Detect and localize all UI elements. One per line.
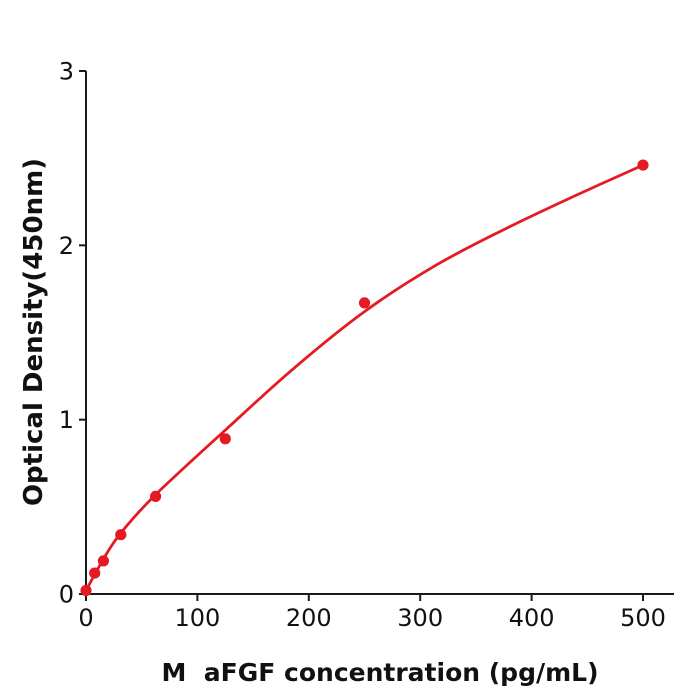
x-tick-label: 500 — [620, 604, 666, 632]
data-point — [219, 433, 231, 445]
x-tick-label: 400 — [509, 604, 555, 632]
axis-spines — [85, 71, 674, 595]
x-tick-label: 100 — [174, 604, 220, 632]
data-point — [97, 555, 109, 567]
x-tick-label: 300 — [397, 604, 443, 632]
data-point — [80, 584, 92, 597]
y-tick-label: 1 — [59, 406, 74, 434]
x-axis-title: M aFGF concentration (pg/mL) — [162, 658, 599, 687]
fit-curve-line — [84, 163, 645, 592]
y-tick-label: 3 — [59, 58, 74, 86]
data-point-markers — [80, 159, 649, 597]
x-axis-ticks: 0 100 200 300 400 500 — [78, 594, 666, 632]
data-point — [358, 297, 371, 309]
y-axis-title: Optical Density(450nm) — [19, 158, 49, 506]
data-point — [115, 529, 127, 541]
y-tick-label: 0 — [59, 581, 74, 609]
y-tick-label: 2 — [59, 232, 74, 260]
data-point — [637, 159, 649, 171]
data-point — [89, 567, 101, 579]
y-axis-ticks: 0 1 2 3 — [59, 58, 86, 609]
data-point — [150, 490, 162, 502]
x-tick-label: 0 — [78, 604, 93, 632]
x-tick-label: 200 — [286, 604, 332, 632]
